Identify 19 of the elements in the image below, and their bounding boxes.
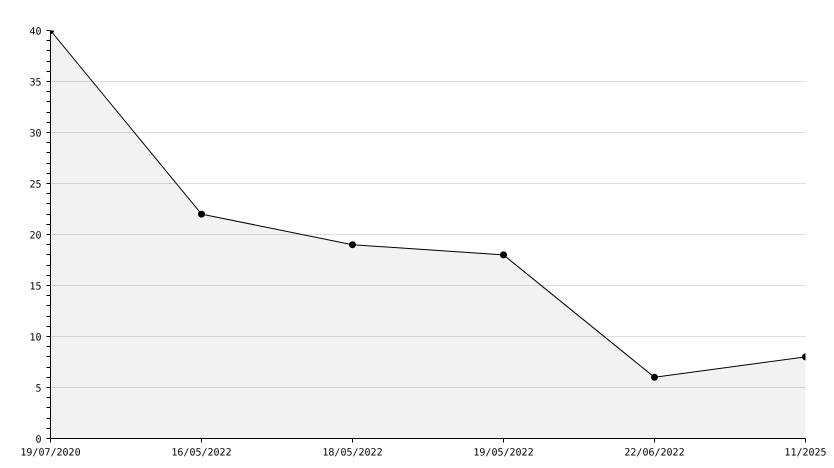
y-tick-label: 25	[29, 180, 42, 190]
y-tick-label: 5	[35, 384, 42, 394]
point	[500, 251, 507, 258]
x-tick-label: 16/05/2022	[171, 448, 232, 458]
y-tick-label: 10	[29, 332, 42, 344]
x-tick-label: 18/05/2022	[322, 448, 383, 458]
y-tick-label: 40	[29, 26, 42, 38]
y-tick-label: 20	[29, 230, 42, 242]
x-tick-label: 11/2025	[784, 448, 827, 458]
point	[349, 241, 356, 248]
x-tick-label: 22/06/2022	[624, 448, 685, 458]
y-tick-label: 35	[29, 78, 42, 88]
x-tick-label: 19/05/2022	[473, 448, 534, 458]
point	[651, 374, 658, 381]
x-tick-label: 19/07/2020	[20, 448, 81, 458]
y-tick-label: 30	[29, 128, 42, 140]
y-tick-label: 15	[29, 282, 42, 292]
point	[198, 210, 205, 218]
y-tick-label: 0	[35, 434, 42, 446]
